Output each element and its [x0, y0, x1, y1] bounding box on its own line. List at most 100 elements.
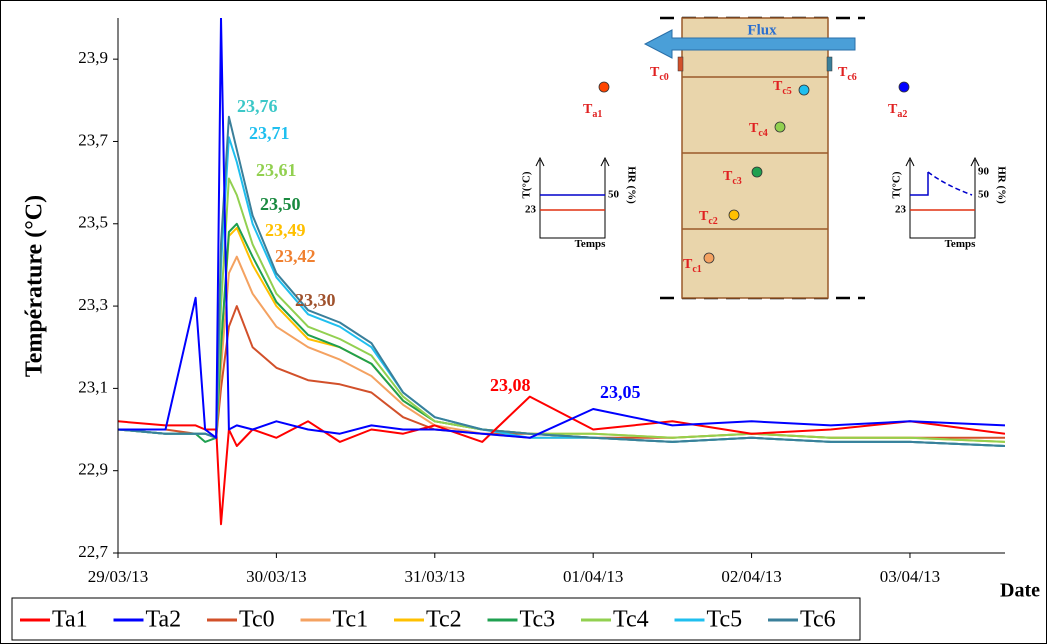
sensor-symbol: T	[888, 102, 898, 117]
mini-y2-label: HR (%)	[625, 166, 637, 204]
annotation: 23,08	[490, 375, 531, 395]
sensor-marker	[677, 56, 684, 72]
sensor-label: Tc5	[773, 79, 792, 97]
mini-x-label: Temps	[945, 238, 976, 250]
x-axis-title: Date	[1000, 580, 1040, 602]
legend-entries: Ta1 Ta2 Tc0 Tc1 Tc2 Tc3 Tc4 Tc5 Tc6	[20, 607, 836, 633]
sensor-label: Tc6	[838, 65, 857, 83]
sensor-label: Ta2	[888, 102, 907, 120]
mini-arrows	[905, 156, 980, 167]
sensor-label: Tc0	[650, 65, 669, 83]
sensor-symbol: T	[749, 121, 759, 136]
annotation: 23,71	[249, 123, 290, 143]
legend-label: Tc0	[239, 607, 275, 633]
sensor-label: Ta1	[583, 102, 602, 120]
annotation: 23,76	[237, 96, 278, 116]
legend-label: Tc6	[800, 607, 836, 633]
sensor-marker	[826, 56, 833, 72]
mini-y-label: T(°C)	[521, 171, 533, 198]
sensor-marker	[774, 121, 786, 133]
annotation: 23,30	[295, 290, 336, 310]
sensor-label: Tc3	[723, 169, 742, 187]
sensor-symbol: T	[699, 209, 709, 224]
sensor-index: c3	[732, 176, 741, 187]
sensor-marker	[598, 81, 610, 93]
x-tick-label: 31/03/13	[405, 567, 465, 586]
inset-diagram: Flux T(°C) HR (%) 50 23 Temps T(°C) HR (…	[521, 16, 1007, 300]
flux-label: Flux	[747, 22, 777, 38]
sensor-marker	[898, 81, 910, 93]
annotation: 23,61	[256, 160, 297, 180]
legend-label: Tc5	[707, 607, 743, 633]
sensor-label: Tc1	[683, 257, 702, 275]
sensor-marker	[728, 209, 740, 221]
sensor-index: c0	[659, 72, 668, 83]
y-tick-label: 22,7	[78, 542, 108, 561]
mini-y-label: T(°C)	[891, 171, 903, 198]
sensor-marker	[798, 84, 810, 96]
sensor-marker	[703, 252, 715, 264]
mini-level: 90	[978, 166, 990, 178]
grid: 22,7 22,9 23,1 23,3 23,5 23,7 23,9 29/03/13 30/0…	[78, 48, 940, 586]
x-tick-label: 03/04/13	[880, 567, 940, 586]
y-tick-label: 23,5	[78, 213, 108, 232]
legend-label: Tc4	[613, 607, 649, 633]
y-tick-label: 22,9	[78, 460, 108, 479]
annotation: 23,50	[260, 194, 301, 214]
mini-level: 50	[978, 189, 990, 201]
sensor-symbol: T	[683, 257, 693, 272]
mini-hr	[910, 172, 929, 196]
annotations: 23,76 23,71 23,61 23,50 23,49 23,42 23,30 23,08…	[237, 96, 641, 402]
legend-label: Tc2	[426, 607, 462, 633]
y-tick-label: 23,7	[78, 130, 108, 149]
legend-label: Tc3	[520, 607, 556, 633]
y-axis-title: Température (°C)	[22, 195, 48, 377]
series-line	[118, 115, 1005, 447]
sensor-symbol: T	[583, 102, 593, 117]
x-tick-label: 02/04/13	[721, 567, 781, 586]
sensor-index: c2	[708, 216, 717, 227]
legend	[11, 597, 861, 641]
series-line	[118, 18, 1005, 439]
mini-hr-decay	[927, 171, 973, 196]
y-tick-label: 23,9	[78, 48, 108, 67]
sensor-label: Tc2	[699, 209, 718, 227]
annotation: 23,42	[275, 246, 316, 266]
y-tick-label: 23,1	[78, 377, 108, 396]
mini-y2-label: HR (%)	[995, 166, 1007, 204]
sensor-symbol: T	[838, 65, 848, 80]
sensor-symbol: T	[723, 169, 733, 184]
sensor-label: Tc4	[749, 121, 768, 139]
mini-level: 23	[525, 204, 537, 216]
annotation: 23,05	[600, 382, 641, 402]
sensor-index: c4	[758, 128, 767, 139]
annotation: 23,49	[265, 220, 306, 240]
x-tick-label: 30/03/13	[246, 567, 306, 586]
sensor-marker	[751, 166, 763, 178]
mini-x-label: Temps	[575, 238, 606, 250]
sensor-index: c5	[782, 86, 791, 97]
wall	[681, 17, 829, 299]
sensor-index: c6	[847, 72, 856, 83]
sensor-index: a1	[592, 109, 602, 120]
plot-lines	[118, 18, 1005, 526]
flux-arrow	[643, 29, 856, 59]
legend-label: Ta2	[146, 607, 182, 633]
series-line	[118, 395, 1005, 526]
legend-label: Tc1	[333, 607, 369, 633]
sensor-symbol: T	[773, 79, 783, 94]
sensor-index: a2	[897, 109, 907, 120]
mini-arrows	[535, 156, 610, 167]
mini-axes	[909, 160, 976, 239]
x-tick-label: 29/03/13	[88, 567, 148, 586]
mini-axes	[539, 160, 606, 239]
sensor-symbol: T	[650, 65, 660, 80]
legend-label: Ta1	[52, 607, 88, 633]
sensor-index: c1	[692, 264, 701, 275]
y-tick-label: 23,3	[78, 295, 108, 314]
mini-level: 50	[608, 189, 620, 201]
x-tick-label: 01/04/13	[563, 567, 623, 586]
